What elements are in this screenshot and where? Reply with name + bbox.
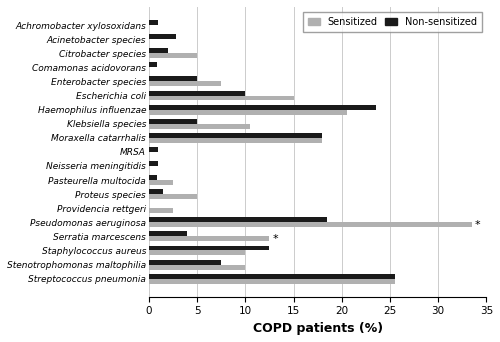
Bar bbox=[149, 77, 197, 81]
Bar bbox=[149, 147, 158, 152]
Bar bbox=[149, 20, 158, 25]
Bar bbox=[149, 180, 173, 185]
Bar bbox=[149, 138, 322, 143]
Bar bbox=[149, 95, 294, 101]
Bar bbox=[149, 194, 197, 199]
Bar bbox=[149, 81, 221, 86]
Bar bbox=[149, 133, 322, 138]
Bar bbox=[149, 119, 197, 124]
Bar bbox=[149, 105, 376, 109]
Bar bbox=[149, 175, 156, 180]
Bar bbox=[149, 218, 328, 222]
Text: *: * bbox=[475, 220, 480, 230]
Bar bbox=[149, 124, 250, 129]
Bar bbox=[149, 208, 173, 213]
X-axis label: COPD patients (%): COPD patients (%) bbox=[252, 322, 382, 335]
Bar bbox=[149, 265, 246, 269]
Bar bbox=[149, 236, 270, 241]
Bar bbox=[149, 246, 270, 250]
Bar bbox=[149, 274, 395, 279]
Bar bbox=[149, 91, 246, 95]
Bar bbox=[149, 250, 246, 255]
Bar bbox=[149, 161, 158, 166]
Bar bbox=[149, 109, 346, 115]
Bar bbox=[149, 260, 221, 265]
Bar bbox=[149, 34, 176, 39]
Bar bbox=[149, 48, 168, 53]
Bar bbox=[149, 189, 164, 194]
Text: *: * bbox=[272, 234, 278, 244]
Bar bbox=[149, 62, 156, 67]
Bar bbox=[149, 232, 188, 236]
Legend: Sensitized, Non-sensitized: Sensitized, Non-sensitized bbox=[303, 12, 482, 31]
Bar bbox=[149, 279, 395, 284]
Bar bbox=[149, 53, 197, 58]
Bar bbox=[149, 222, 472, 227]
